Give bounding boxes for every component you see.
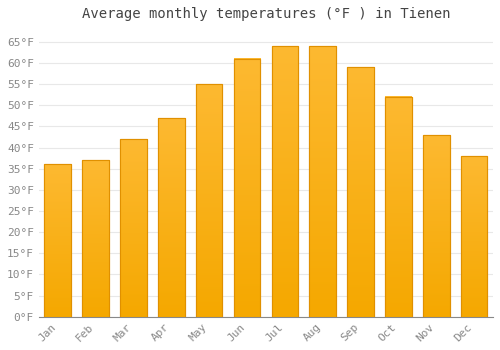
Bar bbox=[44, 164, 71, 317]
Bar bbox=[158, 118, 184, 317]
Bar bbox=[385, 97, 411, 317]
Bar bbox=[461, 156, 487, 317]
Bar bbox=[310, 46, 336, 317]
Bar bbox=[348, 67, 374, 317]
Bar bbox=[44, 164, 71, 317]
Title: Average monthly temperatures (°F ) in Tienen: Average monthly temperatures (°F ) in Ti… bbox=[82, 7, 450, 21]
Bar bbox=[196, 84, 222, 317]
Bar bbox=[423, 135, 450, 317]
Bar bbox=[272, 46, 298, 317]
Bar bbox=[82, 160, 109, 317]
Bar bbox=[234, 59, 260, 317]
Bar bbox=[234, 59, 260, 317]
Bar bbox=[385, 97, 411, 317]
Bar bbox=[461, 156, 487, 317]
Bar bbox=[196, 84, 222, 317]
Bar bbox=[272, 46, 298, 317]
Bar bbox=[120, 139, 146, 317]
Bar bbox=[423, 135, 450, 317]
Bar bbox=[82, 160, 109, 317]
Bar bbox=[310, 46, 336, 317]
Bar bbox=[120, 139, 146, 317]
Bar bbox=[348, 67, 374, 317]
Bar bbox=[158, 118, 184, 317]
